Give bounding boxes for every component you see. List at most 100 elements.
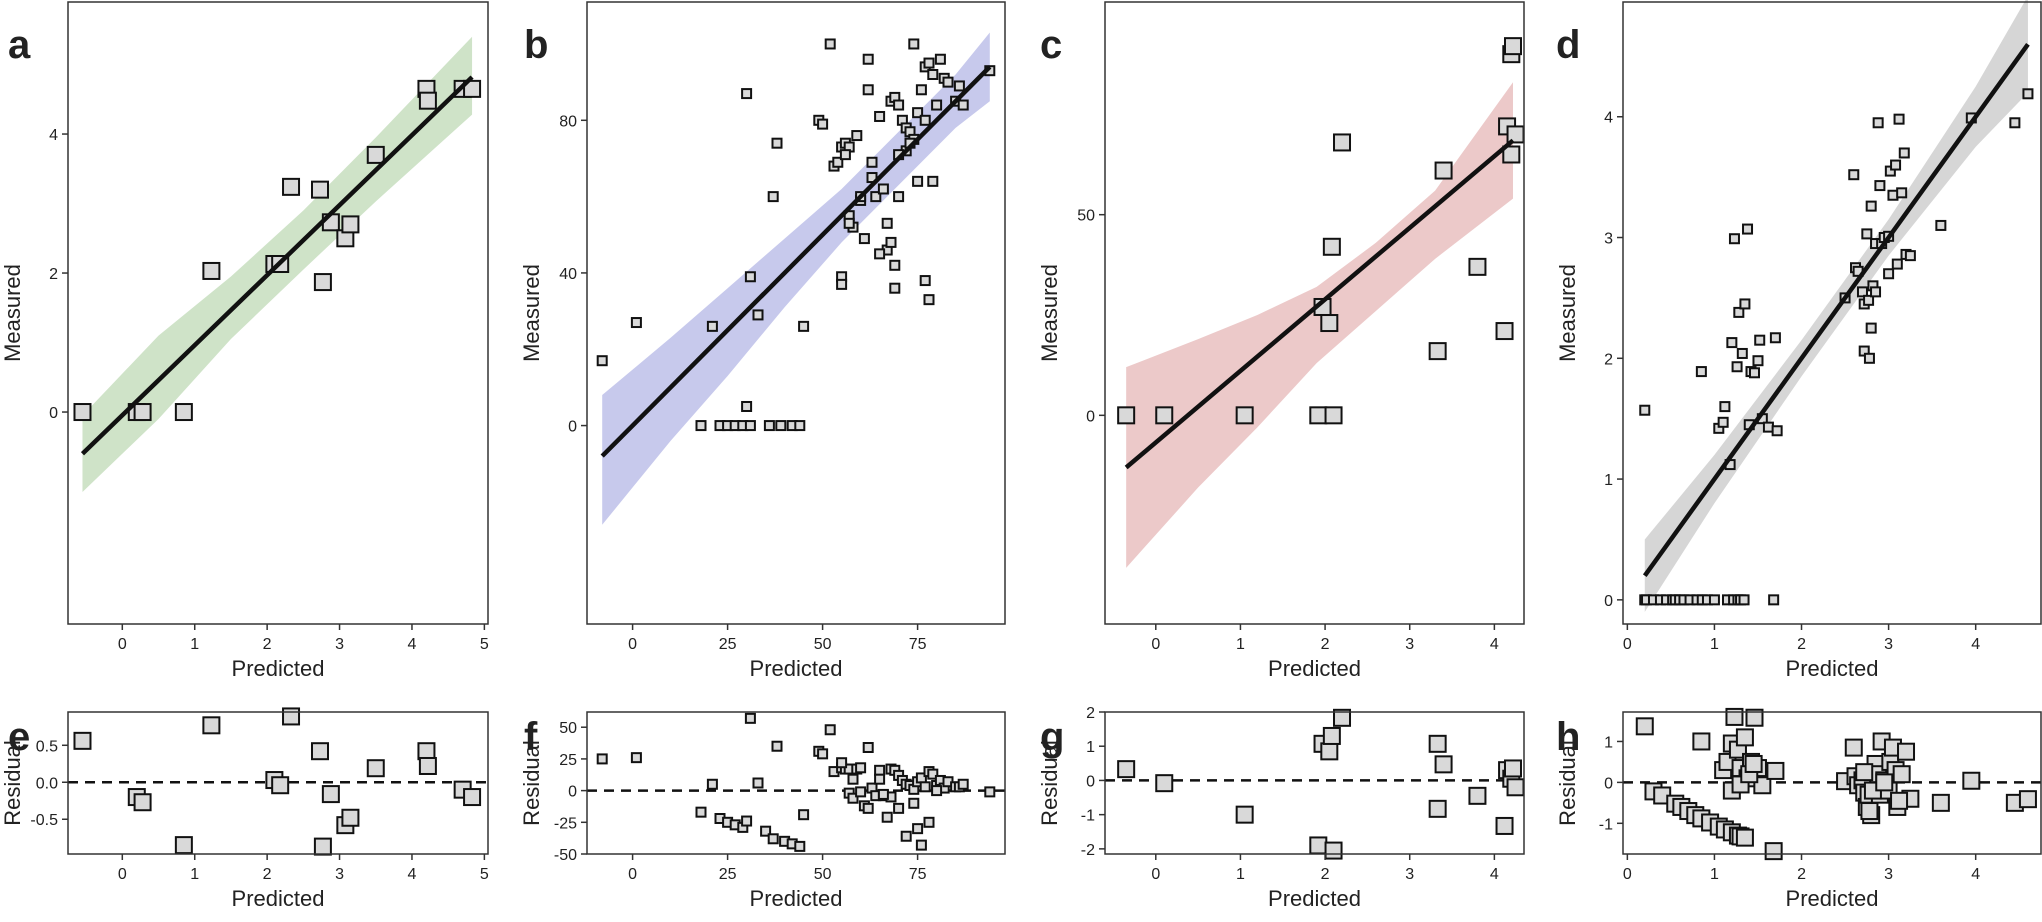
data-point-b: [927, 175, 939, 187]
data-point-f: [760, 825, 772, 837]
data-point-b: [744, 420, 756, 432]
data-point-g: [1434, 755, 1453, 774]
data-point-d: [1748, 367, 1760, 379]
y-tick-label-b: 0: [568, 419, 577, 436]
data-point-d: [1883, 268, 1895, 280]
x-tick-label-c: 3: [1405, 636, 1414, 653]
data-point-b: [881, 217, 893, 229]
y-tick-label-h: 0: [1604, 775, 1613, 792]
x-tick-label-f: 75: [909, 866, 927, 883]
data-point-d: [1738, 594, 1750, 606]
x-tick-label-e: 3: [335, 866, 344, 883]
data-point-d: [1719, 401, 1731, 413]
data-point-f: [923, 816, 935, 828]
data-point-f: [874, 764, 886, 776]
y-axis-title-a: Measured: [0, 264, 25, 362]
data-point-b: [741, 400, 753, 412]
x-tick-label-b: 50: [814, 636, 832, 653]
x-tick-label-e: 2: [263, 866, 272, 883]
plot-frame-d: [1622, 1, 2042, 625]
regression-line-b: [600, 65, 992, 458]
x-tick-label-d: 2: [1797, 636, 1806, 653]
y-tick-label-g: 2: [1086, 705, 1095, 722]
data-point-h: [1764, 842, 1783, 861]
data-point-h: [1735, 728, 1754, 747]
y-tick-label-g: 0: [1086, 773, 1095, 790]
data-point-b: [866, 156, 878, 168]
y-tick-label-g: 1: [1086, 739, 1095, 756]
data-point-b: [798, 320, 810, 332]
data-point-b: [752, 309, 764, 321]
data-point-d: [1762, 421, 1774, 433]
data-point-a: [418, 91, 437, 110]
data-point-f: [752, 777, 764, 789]
confidence-band-b: [602, 32, 990, 525]
data-point-f: [596, 753, 608, 765]
data-point-g: [1495, 816, 1514, 835]
data-point-d: [1736, 347, 1748, 359]
data-point-b: [695, 420, 707, 432]
panel-label-a: a: [8, 23, 31, 67]
data-point-b: [931, 99, 943, 111]
x-tick-label-a: 5: [480, 636, 489, 653]
x-axis-title-c: Predicted: [1268, 656, 1361, 681]
data-point-e: [313, 837, 332, 856]
data-point-a: [313, 273, 332, 292]
data-point-f: [744, 712, 756, 724]
data-point-d: [1771, 425, 1783, 437]
y-axis-title-g: Residual: [1037, 740, 1062, 826]
x-tick-label-e: 1: [190, 866, 199, 883]
data-point-f: [798, 809, 810, 821]
x-tick-label-f: 0: [628, 866, 637, 883]
data-point-h: [1844, 738, 1863, 757]
data-point-a: [202, 261, 221, 280]
plot-frame-f: [586, 711, 1006, 855]
x-tick-label-f: 25: [719, 866, 737, 883]
y-tick-label-d: 4: [1604, 110, 1613, 127]
y-axis-title-h: Residual: [1555, 740, 1580, 826]
data-point-b: [923, 57, 935, 69]
data-point-b: [912, 175, 924, 187]
y-axis-title-f: Residual: [519, 740, 544, 826]
data-point-d: [1728, 233, 1740, 245]
x-axis-title-a: Predicted: [232, 656, 325, 681]
x-tick-label-b: 25: [719, 636, 737, 653]
data-point-b: [775, 420, 787, 432]
confidence-band-c: [1126, 82, 1513, 568]
data-point-c: [1320, 314, 1339, 333]
data-point-f: [824, 724, 836, 736]
data-point-h: [2018, 790, 2037, 809]
data-point-f: [862, 742, 874, 753]
data-point-c: [1235, 406, 1254, 425]
data-point-d: [1890, 159, 1902, 171]
data-point-f: [957, 778, 969, 790]
y-tick-label-g: -1: [1081, 808, 1095, 825]
data-point-b: [771, 137, 783, 149]
regression-line-d: [1642, 42, 2030, 578]
data-point-h: [1890, 791, 1909, 810]
plot-frame-b: [586, 1, 1006, 625]
data-point-b: [885, 236, 897, 248]
data-point-f: [847, 792, 859, 804]
data-point-g: [1235, 805, 1254, 824]
data-point-b: [889, 282, 901, 294]
plot-frame-c: [1104, 1, 1525, 625]
y-tick-label-a: 0: [49, 405, 58, 422]
data-point-h: [1962, 771, 1981, 790]
data-point-e: [73, 731, 92, 750]
data-point-d: [1717, 416, 1729, 428]
data-point-f: [912, 823, 924, 835]
panel-c: 0 1 2 3 4 0 50 Predicted Measured c: [1037, 1, 1525, 681]
data-point-f: [915, 839, 927, 851]
data-point-f: [771, 740, 783, 752]
data-point-c: [1324, 406, 1343, 425]
data-point-d: [1768, 594, 1780, 606]
data-point-c: [1503, 37, 1522, 56]
regression-line-c: [1124, 138, 1515, 470]
data-point-g: [1322, 726, 1341, 745]
x-tick-label-c: 4: [1490, 636, 1499, 653]
data-point-c: [1117, 406, 1136, 425]
data-point-d: [1891, 258, 1903, 270]
y-axis-title-d: Measured: [1555, 264, 1580, 362]
